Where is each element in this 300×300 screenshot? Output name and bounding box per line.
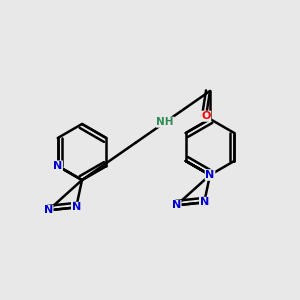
Text: N: N	[44, 205, 53, 215]
Text: N: N	[206, 170, 214, 180]
Text: N: N	[172, 200, 181, 210]
Text: N: N	[200, 197, 209, 207]
Text: N: N	[53, 161, 62, 171]
Text: O: O	[201, 111, 211, 121]
Text: N: N	[72, 202, 81, 212]
Text: NH: NH	[157, 117, 174, 127]
Text: N: N	[206, 170, 214, 180]
